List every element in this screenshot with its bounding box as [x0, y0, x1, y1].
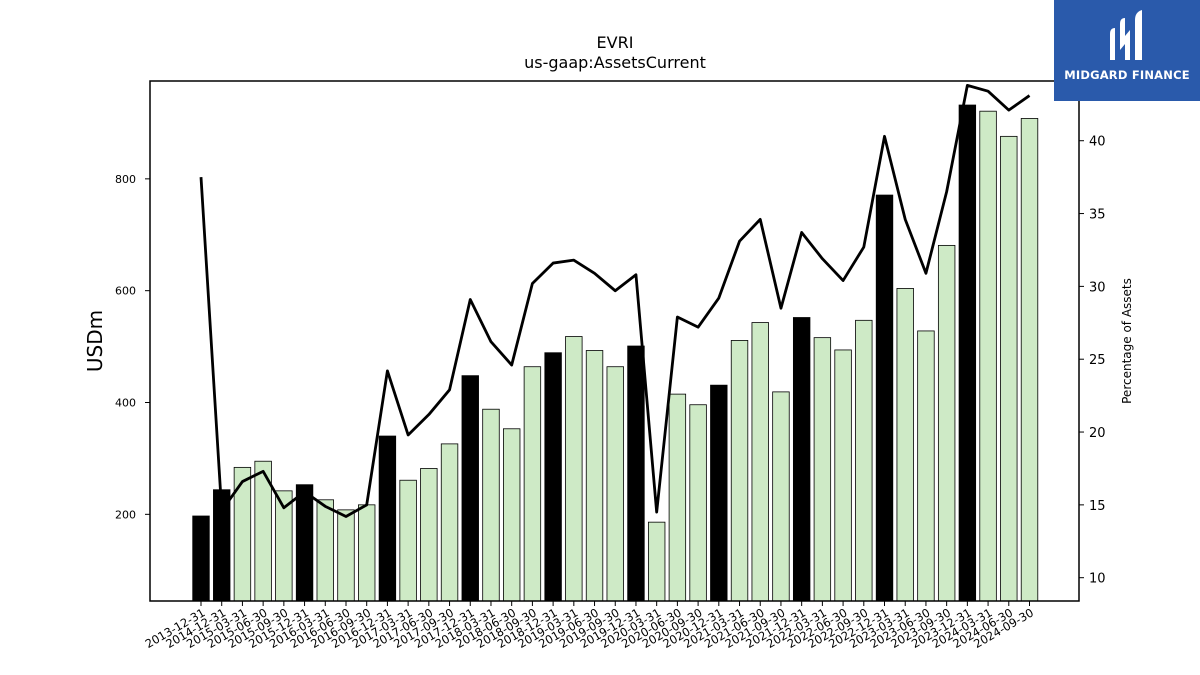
y-axis-right: 10 15 20 25 30 35 40 [1079, 135, 1106, 587]
bar-2019-06-30 [585, 350, 604, 602]
bar-2019-12-31 [627, 345, 645, 602]
bar-2018-06-30 [502, 428, 521, 602]
bar-2021-06-30 [751, 322, 769, 602]
y2-tick-label: 20 [1089, 426, 1106, 441]
bar-2020-12-31 [710, 384, 728, 602]
bar-2018-03-31 [482, 408, 500, 602]
bar-2022-09-30 [855, 319, 873, 602]
bar-2018-09-30 [523, 366, 542, 602]
y-axis-left: 200 400 600 800 [115, 173, 150, 521]
bar-2024-06-30 [1000, 135, 1018, 602]
bar-2016-09-30 [358, 504, 376, 602]
bar-2020-06-30 [668, 393, 687, 602]
brand-name: MIDGARD FINANCE [1064, 68, 1190, 82]
bar-2013-12-31 [192, 515, 210, 602]
bar-2023-03-31 [896, 288, 914, 602]
bar-2023-09-30 [937, 244, 956, 602]
bar-2016-12-31 [378, 435, 397, 602]
y2-tick-label: 35 [1089, 208, 1106, 223]
bar-2015-12-31 [295, 484, 314, 602]
bar-2016-03-31 [316, 499, 334, 602]
bar-2022-06-30 [834, 349, 852, 602]
y-tick-label: 800 [115, 173, 136, 186]
y-tick-label: 600 [115, 285, 136, 298]
bar-2021-03-31 [730, 340, 749, 602]
bar-2022-03-31 [813, 337, 832, 602]
bar-2022-12-31 [875, 194, 894, 602]
brand-logo: MIDGARD FINANCE [1054, 0, 1200, 101]
bar-2023-06-30 [917, 330, 935, 602]
y2-tick-label: 30 [1089, 280, 1106, 295]
bar-2021-12-31 [792, 317, 811, 602]
y-tick-label: 200 [115, 508, 136, 521]
bar-2023-12-31 [958, 104, 977, 602]
bar-2024-03-31 [979, 110, 997, 602]
bar-2017-03-31 [399, 479, 417, 602]
y-axis-left-label: USDm [83, 310, 107, 372]
logo-mark-icon [1110, 10, 1142, 60]
bar-2020-09-30 [689, 404, 707, 602]
line-layer [199, 83, 1031, 518]
bars-layer [192, 104, 1039, 602]
bar-2021-09-30 [772, 391, 790, 602]
chart-subtitle: us-gaap:AssetsCurrent [524, 53, 706, 72]
y2-tick-label: 25 [1089, 353, 1106, 368]
bar-2017-06-30 [420, 468, 438, 602]
y2-tick-label: 15 [1089, 499, 1106, 514]
y-axis-right-label: Percentage of Assets [1120, 278, 1134, 404]
bar-2020-03-31 [647, 521, 666, 602]
bar-2019-03-31 [565, 336, 583, 602]
chart-title: EVRI [597, 33, 634, 52]
bar-2019-09-30 [606, 366, 624, 602]
bar-2024-09-30 [1020, 118, 1039, 602]
bar-2018-12-31 [544, 352, 562, 602]
y2-tick-label: 40 [1089, 135, 1106, 150]
x-axis: 2013-12-312014-12-312015-03-312015-06-30… [143, 601, 1036, 651]
percentage-line [199, 83, 1031, 518]
bar-2016-06-30 [337, 509, 355, 602]
bar-2017-09-30 [440, 443, 459, 602]
y-tick-label: 400 [115, 397, 136, 410]
y2-tick-label: 10 [1089, 572, 1106, 587]
bar-2017-12-31 [461, 375, 479, 602]
plot-frame [149, 80, 1080, 602]
